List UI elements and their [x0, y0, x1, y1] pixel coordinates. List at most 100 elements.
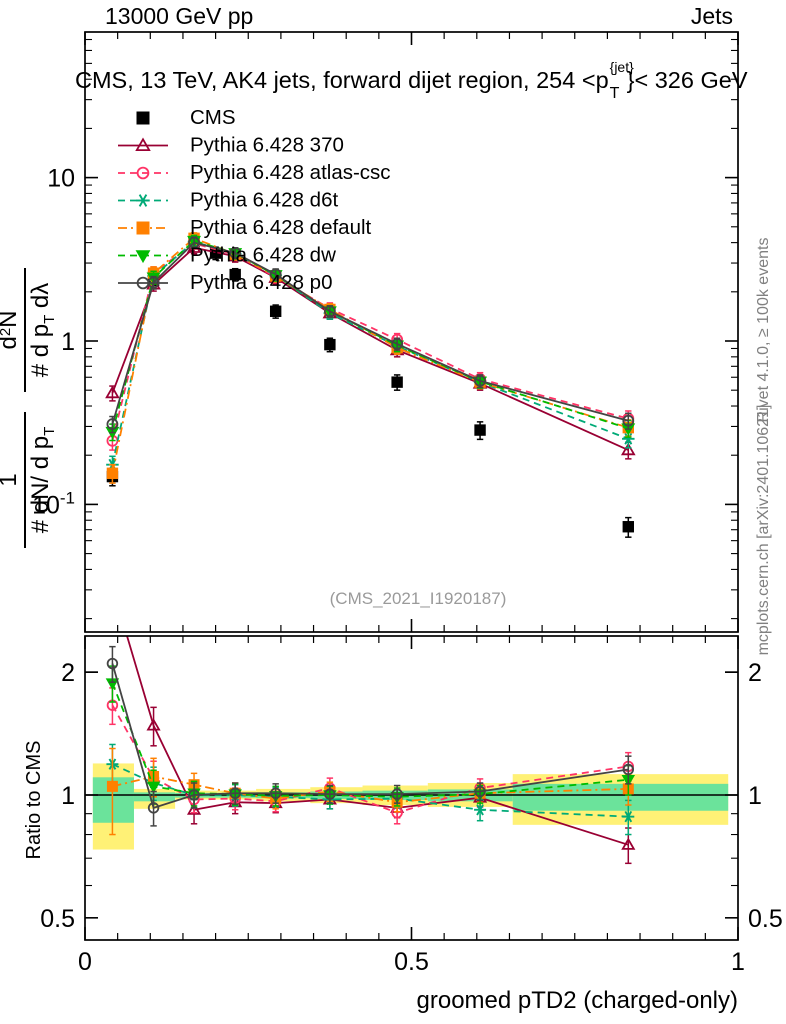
- ratio-data-point-marker: [146, 781, 161, 794]
- x-tick-label: 1: [731, 948, 745, 976]
- analysis-group-label: Jets: [691, 3, 733, 29]
- page-title-superscript: {jet}: [610, 59, 634, 75]
- ratio-series-pythia-6-428-p0: [106, 645, 634, 827]
- data-point-marker: [229, 268, 241, 281]
- ratio-y-tick-label-right: 2: [748, 659, 762, 687]
- ratio-error-bar: [625, 755, 632, 785]
- legend: CMS Pythia 6.428 370 Pythia 6.428 atlas-cs…: [118, 106, 391, 294]
- ratio-data-point-marker: [107, 581, 118, 591]
- data-point-marker: [229, 247, 242, 259]
- page-title: CMS, 13 TeV, AK4 jets, forward dijet reg…: [75, 59, 748, 102]
- main-panel-frame: [84, 31, 739, 633]
- beam-energy-label: 13000 GeV pp: [105, 3, 253, 29]
- legend-item-pythia-6-428-d6t[interactable]: Pythia 6.428 d6t: [118, 189, 338, 212]
- legend-marker-fsquare: [136, 221, 150, 235]
- legend-marker-star: [136, 194, 150, 207]
- ratio-axis-title: Ratio to CMS: [23, 741, 45, 860]
- ratio-error-bar: [231, 782, 239, 805]
- page-title-text: CMS, 13 TeV, AK4 jets, forward dijet reg…: [75, 67, 609, 93]
- ratio-data-point-marker: [106, 780, 118, 792]
- analysis-id-watermark: (CMS_2021_I1920187): [330, 589, 507, 608]
- ratio-data-point-marker: [474, 785, 486, 798]
- ratio-band-green: [512, 783, 729, 811]
- data-point-marker: [188, 236, 200, 249]
- y-axis-title-denominator: # d pT dλ: [27, 283, 58, 378]
- legend-item-pythia-6-428-dw[interactable]: Pythia 6.428 dw: [118, 244, 336, 267]
- ratio-error-bar: [150, 790, 157, 827]
- x-axis-title: groomed pTD2 (charged-only): [417, 987, 738, 1014]
- data-point-marker: [106, 467, 119, 479]
- data-point-marker: [391, 376, 403, 388]
- page-title-tail: }< 326 GeV: [627, 67, 748, 93]
- ratio-panel-data: [85, 581, 738, 865]
- series-pythia-6-428-d6t: [106, 235, 635, 475]
- ratio-data-point-marker: [391, 788, 403, 800]
- series-pythia-6-428-default: [106, 232, 634, 484]
- legend-marker-circle: [136, 166, 150, 180]
- y-axis-title-numerator: d2N: [0, 310, 22, 349]
- data-point-marker: [622, 414, 635, 427]
- ratio-error-bar: [190, 782, 198, 809]
- ratio-y-tick-label-right: 0.5: [748, 905, 783, 933]
- series-pythia-6-428-370: [105, 240, 636, 460]
- ratio-data-point-marker: [147, 802, 160, 814]
- legend-label: Pythia 6.428 dw: [190, 244, 336, 267]
- series-pythia-6-428-p0: [106, 236, 635, 434]
- ratio-data-point-marker: [229, 787, 241, 799]
- series-cms: [106, 235, 634, 538]
- legend-label: Pythia 6.428 d6t: [190, 189, 338, 212]
- ratio-data-point-marker: [324, 788, 336, 800]
- series-line: [111, 242, 629, 442]
- legend-marker-fsquare: [136, 111, 150, 125]
- legend-label: Pythia 6.428 p0: [190, 271, 332, 294]
- legend-item-pythia-6-428-p0[interactable]: Pythia 6.428 p0: [118, 271, 332, 294]
- data-point-marker: [622, 521, 634, 533]
- data-point-marker: [323, 305, 336, 318]
- x-tick-label: 0.5: [394, 948, 429, 976]
- ratio-data-point-marker: [269, 787, 282, 799]
- ratio-data-point-marker: [188, 789, 200, 801]
- y-tick-label: 10-1: [32, 488, 75, 519]
- main-panel-data: [105, 232, 636, 538]
- series-pythia-6-428-dw: [105, 234, 636, 442]
- legend-marker-triup: [135, 137, 151, 151]
- y-axis-prefix-denominator: # dN/ d pT: [27, 427, 58, 534]
- ratio-data-point-marker: [621, 837, 636, 850]
- data-point-marker: [106, 418, 119, 431]
- data-point-marker: [474, 374, 486, 387]
- legend-item-pythia-6-428-370[interactable]: Pythia 6.428 370: [118, 134, 344, 157]
- legend-marker-tridown: [135, 250, 151, 264]
- data-point-marker: [269, 268, 282, 281]
- mcplots-credit-label: mcplots.cern.ch [arXiv:2401.10621]: [755, 405, 772, 656]
- page-title-subscript: T: [610, 85, 620, 102]
- legend-label: Pythia 6.428 atlas-csc: [190, 161, 391, 184]
- ratio-error-bar: [272, 783, 279, 804]
- ratio-y-tick-label-right: 1: [748, 782, 762, 810]
- data-point-marker: [622, 432, 635, 445]
- data-point-marker: [474, 424, 486, 436]
- legend-label: Pythia 6.428 370: [190, 134, 344, 157]
- series-pythia-6-428-atlas-csc: [106, 237, 635, 451]
- ratio-data-point-marker: [622, 810, 635, 823]
- y-axis-prefix-numerator: 1: [0, 473, 22, 486]
- main-y-axis-title-prefix: 1 # dN/ d pT: [0, 412, 58, 548]
- ratio-y-tick-label: 2: [61, 659, 75, 687]
- data-point-marker: [324, 338, 336, 351]
- ratio-error-bar: [109, 645, 116, 683]
- legend-item-pythia-6-428-default[interactable]: Pythia 6.428 default: [118, 216, 372, 239]
- x-tick-label: 0: [78, 948, 92, 976]
- data-point-marker: [105, 385, 120, 399]
- legend-item-cms[interactable]: CMS: [136, 106, 236, 129]
- rivet-version-label: Rivet 4.1.0, ≥ 100k events: [755, 238, 772, 423]
- ratio-data-point-marker: [474, 804, 487, 816]
- ratio-data-point-marker: [146, 718, 161, 731]
- ratio-error-bar: [150, 706, 157, 747]
- y-tick-label: 1: [61, 328, 75, 356]
- ratio-data-point-marker: [186, 802, 202, 815]
- data-point-marker: [391, 337, 404, 350]
- data-point-marker: [269, 305, 282, 317]
- legend-item-pythia-6-428-atlas-csc[interactable]: Pythia 6.428 atlas-csc: [118, 161, 391, 184]
